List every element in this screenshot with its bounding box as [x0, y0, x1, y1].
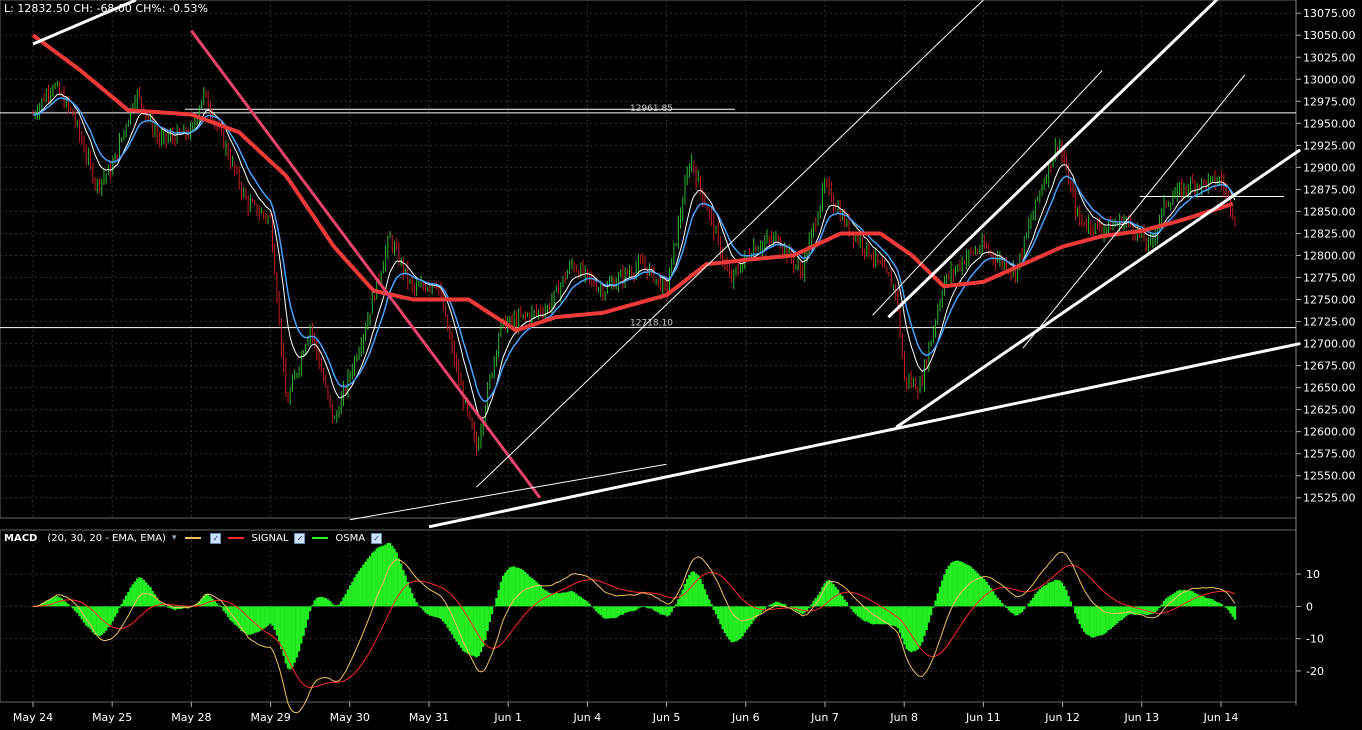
y-tick-label: 12550.00: [1303, 470, 1356, 483]
macd-y-tick-label: -10: [1306, 633, 1324, 646]
y-tick-label: 12700.00: [1303, 338, 1356, 351]
y-tick-label: 12950.00: [1303, 117, 1356, 130]
y-tick-label: 12675.00: [1303, 360, 1356, 373]
y-tick-label: 12525.00: [1303, 492, 1356, 505]
y-tick-label: 13025.00: [1303, 51, 1356, 64]
dropdown-icon[interactable]: ▾: [171, 533, 177, 543]
trendline: [349, 463, 667, 521]
x-tick-label: May 28: [171, 711, 211, 724]
y-tick-label: 12725.00: [1303, 316, 1356, 329]
trendline: [428, 342, 1301, 529]
trendline: [1022, 74, 1246, 349]
ema-fast-line: [33, 93, 1236, 419]
x-tick-label: Jun 12: [1044, 711, 1080, 724]
macd-line: [32, 551, 1236, 714]
trendline: [887, 0, 1219, 319]
y-tick-label: 12600.00: [1303, 426, 1356, 439]
price-info-readout: L: 12832.50 CH: -68.00 CH%: -0.53%: [4, 2, 208, 15]
x-tick-label: Jun 6: [731, 711, 760, 724]
x-tick-label: May 29: [250, 711, 290, 724]
ema-mid-line: [33, 97, 1236, 403]
x-tick-label: Jun 11: [965, 711, 1001, 724]
macd-visibility-checkbox[interactable]: ✓: [210, 532, 222, 544]
y-tick-label: 12900.00: [1303, 161, 1356, 174]
y-tick-label: 12575.00: [1303, 448, 1356, 461]
osma-label: OSMA: [335, 532, 366, 544]
y-tick-label: 12625.00: [1303, 404, 1356, 417]
macd-legend: MACD (20, 30, 20 - EMA, EMA) ▾ ✓ SIGNAL …: [0, 531, 383, 545]
x-tick-label: Jun 14: [1203, 711, 1239, 724]
x-tick-label: Jun 1: [493, 711, 522, 724]
y-tick-label: 12875.00: [1303, 183, 1356, 196]
osma-swatch: [312, 537, 329, 539]
macd-title: MACD: [4, 532, 38, 544]
x-tick-label: Jun 13: [1123, 711, 1159, 724]
x-tick-label: May 31: [409, 711, 449, 724]
x-tick-label: Jun 8: [889, 711, 918, 724]
y-tick-label: 12775.00: [1303, 272, 1356, 285]
y-tick-label: 12925.00: [1303, 139, 1356, 152]
y-tick-label: 12750.00: [1303, 294, 1356, 307]
x-tick-label: Jun 7: [810, 711, 839, 724]
trendline: [32, 0, 137, 46]
signal-label: SIGNAL: [251, 532, 289, 544]
trendline: [872, 70, 1103, 316]
trendline: [190, 29, 542, 499]
macd-y-tick-label: -20: [1306, 665, 1324, 678]
level-label: 12718.10: [630, 319, 673, 329]
x-tick-label: May 24: [13, 711, 53, 724]
macd-swatch: [185, 537, 202, 539]
y-tick-label: 13050.00: [1303, 29, 1356, 42]
x-tick-label: Jun 5: [652, 711, 681, 724]
x-tick-label: May 30: [330, 711, 370, 724]
osma-visibility-checkbox[interactable]: ✓: [371, 532, 383, 544]
y-tick-label: 12850.00: [1303, 205, 1356, 218]
y-tick-label: 13000.00: [1303, 73, 1356, 86]
x-tick-label: Jun 4: [573, 711, 602, 724]
trendline: [476, 0, 984, 488]
y-tick-label: 12825.00: [1303, 227, 1356, 240]
signal-line: [33, 564, 1236, 689]
signal-swatch: [228, 537, 245, 539]
x-tick-label: May 25: [92, 711, 132, 724]
y-tick-label: 12650.00: [1303, 382, 1356, 395]
macd-params: (20, 30, 20 - EMA, EMA): [47, 532, 166, 544]
trendline: [895, 148, 1302, 429]
macd-y-tick-label: 10: [1306, 568, 1320, 581]
signal-visibility-checkbox[interactable]: ✓: [294, 532, 306, 544]
y-tick-label: 12800.00: [1303, 249, 1356, 262]
macd-y-tick-label: 0: [1306, 600, 1313, 613]
y-tick-label: 13075.00: [1303, 7, 1356, 20]
slow-moving-average-line: [31, 33, 1234, 333]
y-tick-label: 12975.00: [1303, 95, 1356, 108]
price-panel-frame: [0, 0, 1297, 519]
